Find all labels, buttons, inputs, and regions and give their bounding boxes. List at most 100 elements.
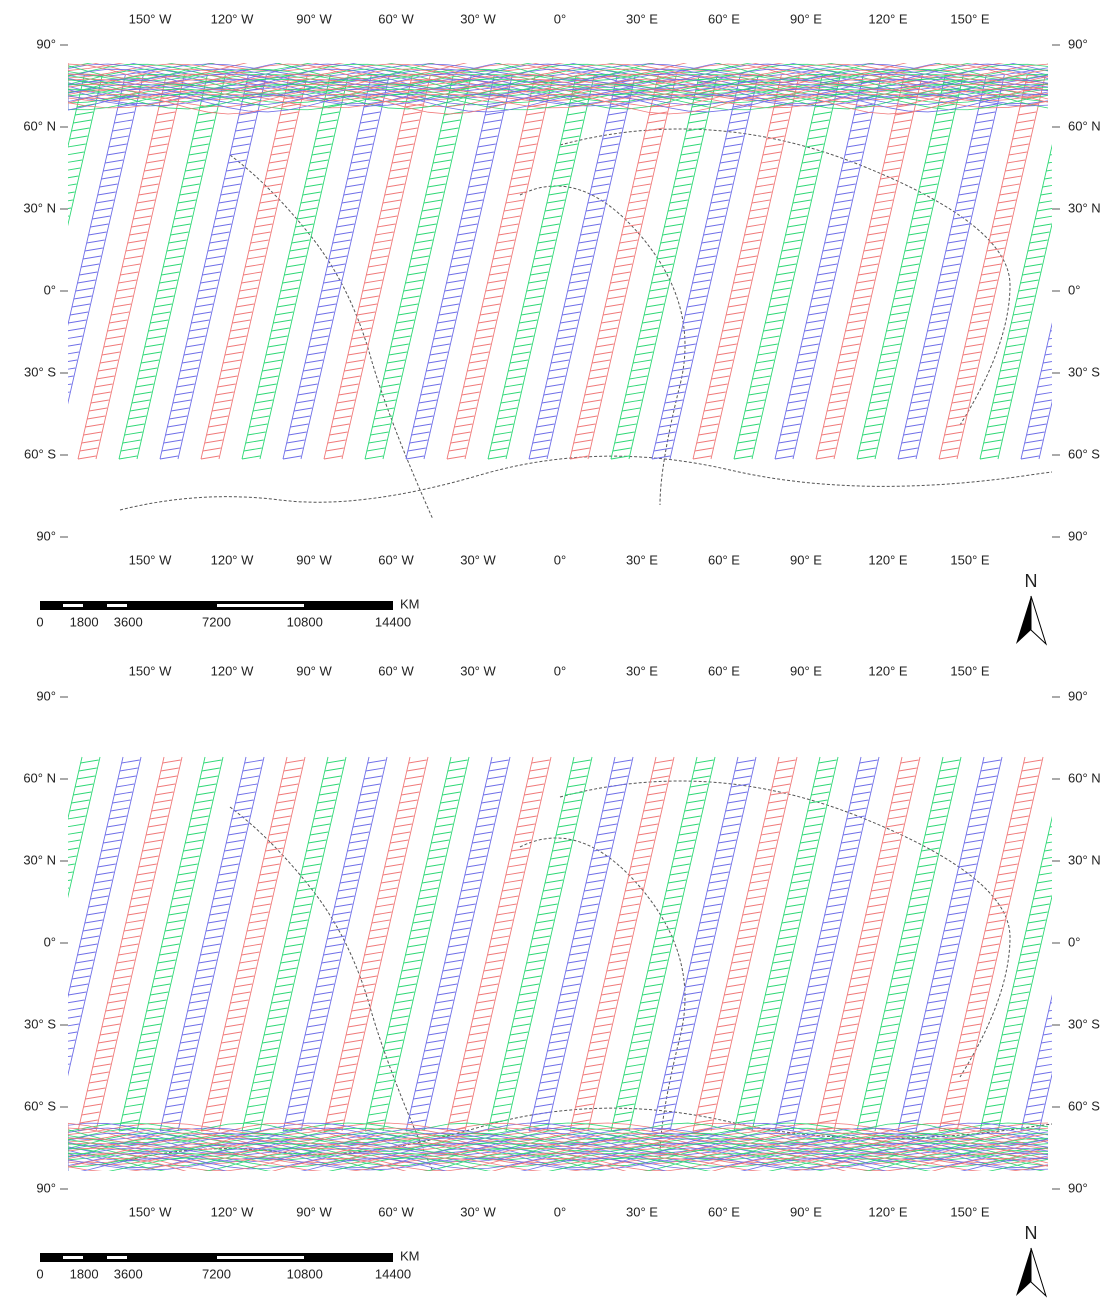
swath-edge (323, 756, 429, 1132)
swath-rungs (118, 759, 222, 1132)
scale-label: 10800 (287, 614, 323, 629)
swath (364, 756, 470, 1132)
lat-label-left: 0° (44, 282, 56, 297)
swath (1020, 322, 1052, 460)
swath-rungs (405, 759, 509, 1132)
lon-label-top: 120° W (211, 11, 255, 26)
lat-label-left: 30° N (23, 200, 56, 215)
swath (200, 756, 306, 1132)
swath (1103, 75, 1113, 459)
lon-label-top: 150° E (950, 11, 990, 26)
north-arrow (1016, 1248, 1031, 1296)
lon-label-top: 0° (554, 663, 566, 678)
lon-label-top: 30° E (626, 11, 658, 26)
swath (856, 756, 962, 1132)
polar-swath (68, 93, 1049, 111)
polar-swath (68, 1137, 1049, 1155)
scale-bar-segment (63, 1256, 83, 1259)
polar-swath (68, 68, 1049, 82)
swath (241, 756, 347, 1132)
scale-label: 7200 (202, 1266, 231, 1281)
lat-label-left: 90° (36, 528, 56, 543)
lat-label-left: 60° N (23, 770, 56, 785)
lon-label-bottom: 30° W (460, 552, 496, 567)
lon-label-top: 90° E (790, 663, 822, 678)
lon-label-bottom: 90° W (296, 1204, 332, 1219)
swath-edge (979, 815, 1052, 1132)
swath (815, 74, 923, 460)
swath (159, 756, 265, 1132)
scale-bar (40, 1253, 393, 1262)
swath (651, 756, 757, 1132)
swath (815, 756, 921, 1132)
polar-swath (68, 1137, 1049, 1159)
polar-swath (68, 1157, 1049, 1171)
swath-rungs (938, 759, 1042, 1132)
lon-label-bottom: 60° W (378, 1204, 414, 1219)
lat-label-left: 90° (36, 688, 56, 703)
lon-label-top: 90° E (790, 11, 822, 26)
swath (282, 74, 390, 460)
swath-edge (405, 74, 513, 460)
swath (938, 74, 1046, 460)
lon-label-top: 120° W (211, 663, 255, 678)
swath (651, 74, 759, 460)
swath (569, 756, 675, 1132)
swath (159, 74, 267, 460)
swath-edge (569, 74, 677, 460)
swath-rungs (77, 759, 181, 1132)
map-panel: 150° W 150° W 120° W 120° W 90° W 90° W 60° W 6… (0, 11, 1113, 646)
lon-label-bottom: 60° E (708, 1204, 740, 1219)
swath-rungs (610, 759, 714, 1132)
lon-label-bottom: 60° E (708, 552, 740, 567)
polar-swath (68, 63, 1049, 78)
swath-edge (897, 756, 1003, 1132)
lon-label-bottom: 150° E (950, 552, 990, 567)
lon-label-top: 150° W (129, 663, 173, 678)
lat-label-right: 60° S (1068, 1098, 1100, 1113)
swath-edge (77, 74, 185, 460)
lat-label-right: 30° N (1068, 200, 1101, 215)
swath-rungs (200, 759, 304, 1132)
lon-label-bottom: 150° E (950, 1204, 990, 1219)
swath (528, 756, 634, 1132)
lon-label-bottom: 90° W (296, 552, 332, 567)
swath (487, 74, 595, 460)
swath-edge (938, 756, 1044, 1132)
swath-rungs (0, 80, 59, 459)
lat-label-left: 60° N (23, 118, 56, 133)
swath-edge (487, 756, 593, 1132)
lon-label-top: 90° W (296, 663, 332, 678)
coastline (229, 806, 434, 1171)
swath (323, 74, 431, 460)
swath (118, 74, 226, 460)
swath (610, 74, 718, 460)
lon-label-top: 120° E (868, 663, 908, 678)
swath-edge (241, 756, 347, 1132)
swath-edge (610, 74, 718, 460)
swath-rungs (897, 79, 1003, 460)
north-label: N (1025, 571, 1038, 591)
swath-rungs (241, 79, 347, 460)
swath-rungs (651, 759, 755, 1132)
swath-edge (938, 74, 1046, 460)
swath-edge (200, 74, 308, 460)
polar-swath (68, 88, 1049, 104)
scale-label: 10800 (287, 1266, 323, 1281)
swath-edge (692, 756, 798, 1132)
swath-edge (897, 74, 1005, 460)
scale-unit: KM (400, 596, 420, 611)
swath-rungs (733, 79, 839, 460)
lat-label-right: 60° N (1068, 770, 1101, 785)
lat-label-right: 60° S (1068, 446, 1100, 461)
polar-swath (68, 1147, 1049, 1169)
swath-rungs (364, 79, 470, 460)
lat-label-right: 90° (1068, 688, 1088, 703)
swath (774, 756, 880, 1132)
scale-bar-segment (63, 604, 83, 607)
swath (405, 756, 511, 1132)
scale-bar-segment (107, 604, 127, 607)
swath-rungs (323, 79, 429, 460)
swath (979, 143, 1052, 460)
